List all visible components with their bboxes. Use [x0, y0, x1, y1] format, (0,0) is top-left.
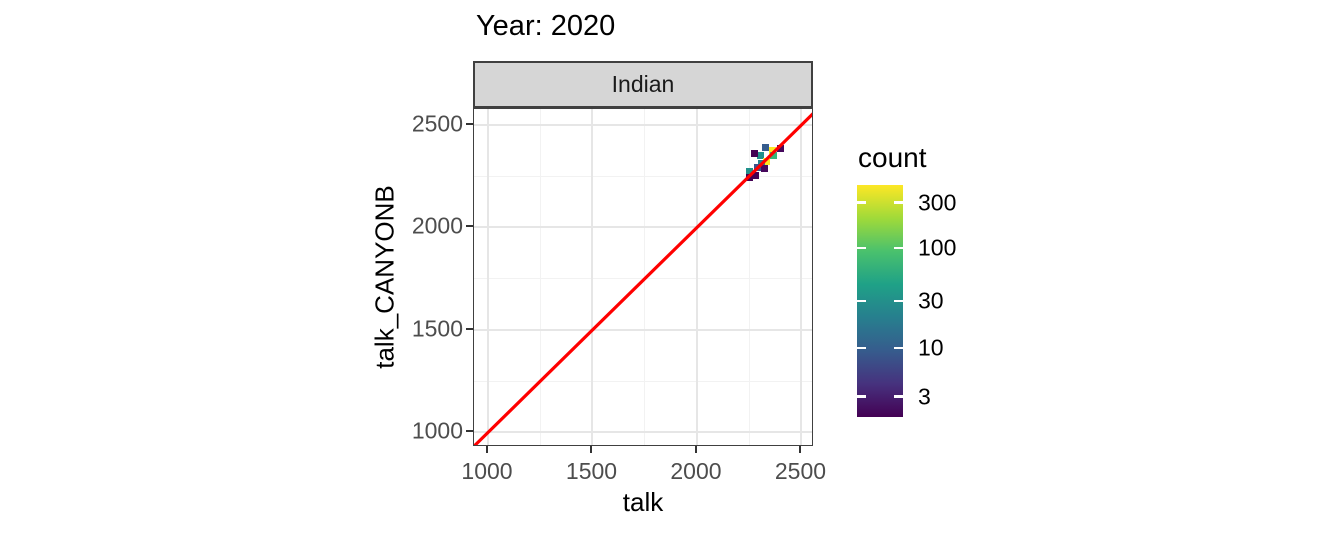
bin-tile: [750, 149, 758, 157]
gridline-major: [474, 226, 812, 229]
legend-tick-mark: [894, 299, 903, 302]
bin-tile: [757, 151, 765, 159]
legend-tick-label: 100: [918, 234, 957, 261]
legend-title: count: [858, 142, 927, 173]
gridline-minor: [539, 109, 541, 445]
x-tick-mark: [694, 446, 697, 453]
x-tick-mark: [590, 446, 593, 453]
legend-tick-label: 30: [918, 287, 944, 314]
gridline-minor: [474, 175, 812, 177]
y-tick-mark: [466, 122, 473, 125]
gridline-major: [474, 328, 812, 331]
y-tick-label: 2500: [411, 110, 463, 137]
bin-tile: [760, 164, 768, 172]
identity-line-stroke: [474, 112, 812, 445]
identity-line: [474, 112, 812, 445]
legend-tick-label: 300: [918, 189, 957, 216]
legend-tick-mark: [857, 346, 866, 350]
gridline-major: [695, 109, 698, 445]
gridline-minor: [474, 380, 812, 382]
gridline-major: [474, 431, 812, 434]
plot-panel: [473, 108, 813, 446]
bin-tile: [770, 152, 778, 160]
legend-tick-mark: [894, 395, 903, 398]
bin-tile: [762, 144, 770, 152]
y-tick-mark: [466, 430, 473, 433]
y-tick-mark: [466, 327, 473, 330]
gridline-major: [487, 109, 489, 445]
gridline-minor: [748, 109, 750, 445]
bin-tile: [777, 145, 785, 153]
gridline-major: [591, 109, 594, 445]
y-axis-title: talk_CANYONB: [369, 185, 400, 369]
legend-tick-mark: [894, 201, 903, 204]
plot-title: Year: 2020: [476, 10, 616, 42]
legend-tick-mark: [857, 201, 866, 204]
y-tick-mark: [466, 225, 473, 228]
x-tick-label: 1000: [461, 458, 513, 484]
legend-tick-mark: [857, 299, 866, 302]
x-tick-mark: [799, 446, 802, 453]
legend-tick-mark: [894, 346, 903, 350]
bin-tile: [769, 147, 777, 155]
y-tick-label: 1500: [411, 315, 463, 342]
legend-tick-mark: [857, 395, 866, 398]
bin-tile: [746, 167, 754, 175]
bin-tile: [752, 172, 760, 180]
x-tick-label: 1500: [565, 458, 618, 484]
legend-tick-mark: [857, 246, 866, 250]
x-axis-title: talk: [622, 487, 664, 517]
legend-tick-mark: [894, 246, 903, 250]
y-tick-label: 2000: [411, 212, 463, 239]
x-tick-label: 2000: [670, 458, 722, 484]
bin-tile: [763, 157, 771, 165]
legend: count 300 100 30 10 3: [857, 142, 1057, 442]
legend-tick-label: 10: [918, 334, 944, 361]
legend-tick-label: 3: [918, 383, 931, 410]
gridline-major: [800, 109, 803, 445]
x-tick-mark: [486, 446, 488, 453]
x-tick-label: 2500: [774, 458, 827, 484]
facet-strip-label: Indian: [611, 71, 675, 97]
facet-strip: Indian: [473, 61, 813, 108]
gridline-major: [474, 123, 812, 126]
y-tick-label: 1000: [411, 417, 463, 444]
